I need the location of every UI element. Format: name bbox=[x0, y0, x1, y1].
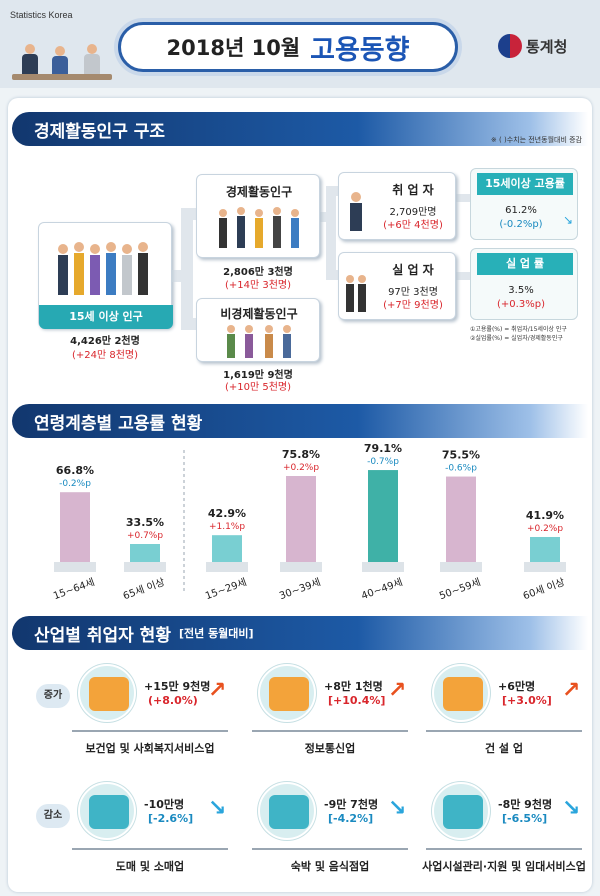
employment-rate-value: 61.2% bbox=[505, 205, 537, 216]
unemployed-value: 97만 3천명 bbox=[388, 287, 438, 298]
bar bbox=[286, 476, 316, 562]
unemployed-change: (+7만 9천명) bbox=[383, 300, 443, 311]
bar-pedestal bbox=[280, 562, 322, 572]
statistics-korea-logo-icon bbox=[498, 34, 522, 58]
econ-active-box: 경제활동인구 bbox=[196, 174, 320, 258]
bar bbox=[530, 536, 560, 562]
increase-tag: 증가 bbox=[36, 684, 70, 708]
bar-value-label: 33.5% bbox=[126, 516, 164, 529]
footnote-unemployment-rate: ②실업률(%) = 실업자/경제활동인구 bbox=[470, 335, 563, 342]
age-employment-chart-svg: 66.8% -0.2%p 15~64세 33.5% +0.7%p 65세 이상 42.9% +… bbox=[52, 444, 567, 602]
non-active-change: (+10만 5천명) bbox=[224, 382, 292, 393]
workers-group-icon bbox=[213, 205, 305, 251]
unemployment-rate-box: 실 업 률 3.5% (+0.3%p) bbox=[470, 248, 578, 320]
employed-label: 취 업 자 bbox=[392, 183, 434, 197]
section-note: ※ ( )수치는 전년동월대비 증감 bbox=[490, 136, 582, 144]
bar-category-label: 60세 이상 bbox=[521, 576, 566, 602]
non-active-label: 비경제활동인구 bbox=[220, 307, 298, 321]
person-illustration-icon bbox=[84, 44, 100, 78]
down-arrow-icon: ↘ bbox=[563, 213, 574, 227]
section-title-structure: 경제활동인구 구조 bbox=[12, 112, 588, 146]
job-seekers-icon bbox=[343, 273, 369, 313]
population-15plus-change: (+24만 8천명) bbox=[71, 350, 139, 361]
header-date: 2018년 10월 bbox=[166, 36, 301, 60]
people-group-icon bbox=[53, 237, 157, 297]
econ-active-label: 경제활동인구 bbox=[225, 185, 293, 199]
employment-rate-change: (-0.2%p) bbox=[499, 219, 543, 230]
unemployed-box: 실 업 자 97만 3천명 (+7만 9천명) bbox=[338, 252, 456, 320]
econ-active-change: (+14만 3천명) bbox=[224, 280, 292, 291]
bar-pedestal bbox=[54, 562, 96, 572]
bar-value-label: 75.5% bbox=[442, 449, 480, 462]
header-title: 고용동향 bbox=[310, 34, 410, 66]
bar bbox=[212, 535, 242, 562]
non-active-value: 1,619만 9천명 bbox=[223, 370, 293, 381]
bar-change-label: -0.7%p bbox=[367, 457, 399, 467]
bar-pedestal bbox=[440, 562, 482, 572]
footnote-employment-rate: ①고용률(%) = 취업자/15세이상 인구 bbox=[470, 326, 567, 333]
employed-change: (+6만 4천명) bbox=[383, 220, 443, 231]
unemployment-rate-change: (+0.3%p) bbox=[497, 299, 545, 310]
bar-value-label: 41.9% bbox=[526, 509, 564, 522]
bar bbox=[446, 476, 476, 562]
decrease-tag: 감소 bbox=[36, 804, 70, 828]
bar-change-label: -0.6%p bbox=[445, 464, 477, 474]
section-title-age: 연령계층별 고용률 현황 bbox=[12, 404, 588, 438]
worker-at-desk-icon bbox=[345, 191, 367, 233]
unemployed-label: 실 업 자 bbox=[392, 263, 434, 277]
bar-value-label: 75.8% bbox=[282, 448, 320, 461]
industry-title: 산업별 취업자 현황 bbox=[34, 625, 171, 646]
bar-change-label: +0.2%p bbox=[283, 463, 319, 473]
employed-box: 취 업 자 2,709만명 (+6만 4천명) bbox=[338, 172, 456, 240]
bar bbox=[60, 492, 90, 562]
bar-pedestal bbox=[524, 562, 566, 572]
bar bbox=[130, 544, 160, 562]
bar-change-label: +1.1%p bbox=[209, 522, 245, 532]
employed-value: 2,709만명 bbox=[389, 207, 437, 218]
employment-rate-label: 15세이상 고용률 bbox=[477, 173, 573, 195]
unemployment-rate-value: 3.5% bbox=[508, 285, 534, 296]
bar-value-label: 66.8% bbox=[56, 464, 94, 477]
bar-category-label: 40~49세 bbox=[360, 576, 405, 602]
elderly-group-icon bbox=[221, 323, 297, 359]
bar-value-label: 42.9% bbox=[208, 507, 246, 520]
person-illustration-icon bbox=[22, 44, 38, 78]
title-box: 2018년 10월 고용동향 bbox=[118, 22, 458, 72]
bar-pedestal bbox=[362, 562, 404, 572]
industry-subtitle: [전년 동월대비] bbox=[178, 627, 254, 640]
desk-illustration bbox=[12, 74, 112, 80]
bar-change-label: +0.7%p bbox=[127, 531, 163, 541]
brand-text: Statistics Korea bbox=[10, 10, 73, 20]
bar-pedestal bbox=[124, 562, 166, 572]
person-illustration-icon bbox=[52, 46, 68, 80]
bar bbox=[368, 470, 398, 562]
age-employment-chart: 66.8% -0.2%p 15~64세 33.5% +0.7%p 65세 이상 42.9% +… bbox=[16, 444, 588, 604]
non-active-box: 비경제활동인구 bbox=[196, 298, 320, 362]
header: Statistics Korea 2018년 10월 고용동향 통계청 bbox=[0, 0, 600, 88]
employment-rate-box: 15세이상 고용률 61.2% (-0.2%p) ↘ bbox=[470, 168, 578, 240]
econ-active-value: 2,806만 3천명 bbox=[223, 267, 293, 278]
section-title-industry: 산업별 취업자 현황 [전년 동월대비] bbox=[12, 616, 588, 650]
bar-pedestal bbox=[206, 562, 248, 572]
bar-category-label: 30~39세 bbox=[278, 576, 323, 602]
population-15plus-box: 15세 이상 인구 bbox=[38, 222, 173, 329]
bar-change-label: +0.2%p bbox=[527, 524, 563, 534]
population-15plus-value: 4,426만 2천명 bbox=[70, 336, 140, 347]
bar-category-label: 65세 이상 bbox=[121, 576, 166, 602]
population-15plus-label: 15세 이상 인구 bbox=[39, 305, 173, 329]
bar-change-label: -0.2%p bbox=[59, 479, 91, 489]
bar-category-label: 15~29세 bbox=[204, 576, 249, 602]
bar-value-label: 79.1% bbox=[364, 444, 402, 455]
unemployment-rate-label: 실 업 률 bbox=[477, 253, 573, 275]
bar-category-label: 15~64세 bbox=[52, 576, 97, 602]
bar-category-label: 50~59세 bbox=[438, 576, 483, 602]
org-name: 통계청 bbox=[526, 38, 568, 56]
